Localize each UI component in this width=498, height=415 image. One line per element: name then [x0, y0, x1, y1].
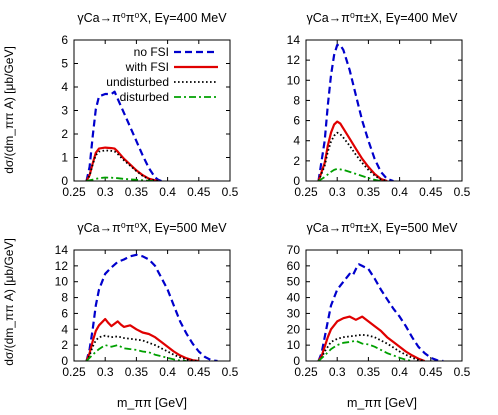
y-tick-label: 0 — [61, 174, 68, 188]
y-tick-label: 0 — [61, 354, 68, 368]
chart-panel-2: 0.25 0.3 0.35 0.4 0.45 0.5 0 2 4 6 8 10 12 14 — [287, 33, 471, 199]
plot-frame — [305, 249, 463, 362]
y-tick-label: 14 — [287, 33, 301, 47]
x-tick-label: 0.5 — [222, 185, 239, 199]
y-tick-label: 0 — [293, 174, 300, 188]
series-line-withfsi — [317, 315, 425, 361]
y-tick-label: 12 — [55, 259, 69, 273]
x-tick-label: 0.3 — [329, 185, 346, 199]
x-tick-label: 0.3 — [329, 365, 346, 379]
series-line-nofsi — [85, 253, 218, 361]
series-line-dist — [318, 167, 382, 181]
legend-label: disturbed — [120, 90, 169, 104]
series-line-nofsi — [317, 263, 444, 361]
chart-panel-3: 0.25 0.3 0.35 0.4 0.45 0.5 0 2 4 68 10 12 14 — [55, 243, 239, 379]
plot-frame — [73, 249, 231, 362]
y-tick-label: 2 — [293, 154, 300, 168]
x-axis-label: m_ππ [GeV] — [347, 396, 417, 410]
y-tick-label: 20 — [287, 322, 301, 336]
panel-title: γCa→π⁰π±X, Eγ=400 MeV — [306, 11, 458, 25]
x-tick-label: 0.45 — [187, 185, 211, 199]
y-axis-label: dσ/(dm_ππ A) [μb/GeV] — [2, 238, 16, 366]
series-line-nofsi — [317, 43, 394, 181]
legend-label: undisturbed — [106, 75, 169, 89]
chart-panel-1: 0.25 0.3 0.35 0.4 0.45 0.5 0 1 2 3 4 5 6 — [61, 33, 238, 199]
series-line-withfsi — [317, 120, 388, 181]
series-group — [317, 43, 394, 181]
series-group — [85, 253, 218, 361]
y-tick-label: 1 — [61, 151, 68, 165]
series-line-dist — [85, 344, 187, 361]
x-tick-label: 0.3 — [97, 365, 114, 379]
y-tick-label: 60 — [287, 259, 301, 273]
x-tick-label: 0.25 — [62, 365, 86, 379]
x-tick-label: 0.35 — [357, 185, 381, 199]
x-tick-label: 0.45 — [419, 365, 443, 379]
series-line-withfsi — [85, 317, 199, 361]
plot-frame — [73, 39, 231, 182]
legend-label: with FSI — [125, 60, 169, 74]
x-tick-label: 0.35 — [357, 365, 381, 379]
y-tick-label: 10 — [287, 73, 301, 87]
x-tick-label: 0.4 — [391, 185, 408, 199]
panel-title: γCa→π⁰π⁰X, Eγ=500 MeV — [77, 221, 227, 235]
x-tick-label: 0.35 — [125, 365, 149, 379]
x-tick-label: 0.4 — [391, 365, 408, 379]
y-tick-label: 12 — [287, 53, 301, 67]
y-tick-label: 6 — [61, 306, 68, 320]
series-group — [85, 90, 162, 181]
series-line-nofsi — [85, 90, 162, 181]
y-tick-label: 40 — [287, 291, 301, 305]
x-tick-label: 0.25 — [62, 185, 86, 199]
series-group — [317, 263, 444, 361]
y-tick-label: 70 — [287, 243, 301, 257]
y-tick-label: 14 — [55, 243, 69, 257]
x-tick-label: 0.4 — [159, 185, 176, 199]
series-line-undist — [85, 334, 199, 361]
x-tick-label: 0.45 — [419, 185, 443, 199]
series-line-dist — [86, 176, 156, 181]
x-tick-label: 0.25 — [294, 185, 318, 199]
x-tick-label: 0.4 — [159, 365, 176, 379]
y-tick-label: 10 — [55, 275, 69, 289]
y-tick-label: 4 — [61, 80, 68, 94]
series-line-dist — [317, 339, 413, 361]
x-tick-label: 0.5 — [454, 365, 471, 379]
y-tick-label: 4 — [293, 134, 300, 148]
y-axis-label: dσ/(dm_ππ A) [μb/GeV] — [2, 46, 16, 174]
x-tick-label: 0.35 — [125, 185, 149, 199]
plot-frame — [305, 39, 463, 182]
y-tick-label: 6 — [61, 33, 68, 47]
y-tick-label: 2 — [61, 127, 68, 141]
y-tick-label: 4 — [61, 322, 68, 336]
y-tick-label: 5 — [61, 57, 68, 71]
series-line-undist — [85, 149, 159, 181]
panel-title: γCa→π⁰π⁰X, Eγ=400 MeV — [77, 11, 227, 25]
y-tick-label: 30 — [287, 306, 301, 320]
x-tick-label: 0.5 — [454, 185, 471, 199]
x-tick-label: 0.5 — [222, 365, 239, 379]
panel-title: γCa→π⁰π±X, Eγ=500 MeV — [306, 221, 458, 235]
y-tick-label: 3 — [61, 104, 68, 118]
y-tick-label: 8 — [61, 291, 68, 305]
y-tick-label: 0 — [293, 354, 300, 368]
x-tick-label: 0.3 — [97, 185, 114, 199]
y-tick-label: 50 — [287, 275, 301, 289]
x-tick-label: 0.25 — [294, 365, 318, 379]
legend-label: no FSI — [134, 45, 169, 59]
y-tick-label: 8 — [293, 93, 300, 107]
series-line-undist — [317, 131, 388, 181]
y-tick-label: 2 — [61, 338, 68, 352]
y-tick-label: 10 — [287, 338, 301, 352]
x-tick-label: 0.45 — [187, 365, 211, 379]
x-axis-label: m_ππ [GeV] — [117, 396, 187, 410]
y-tick-label: 6 — [293, 114, 300, 128]
